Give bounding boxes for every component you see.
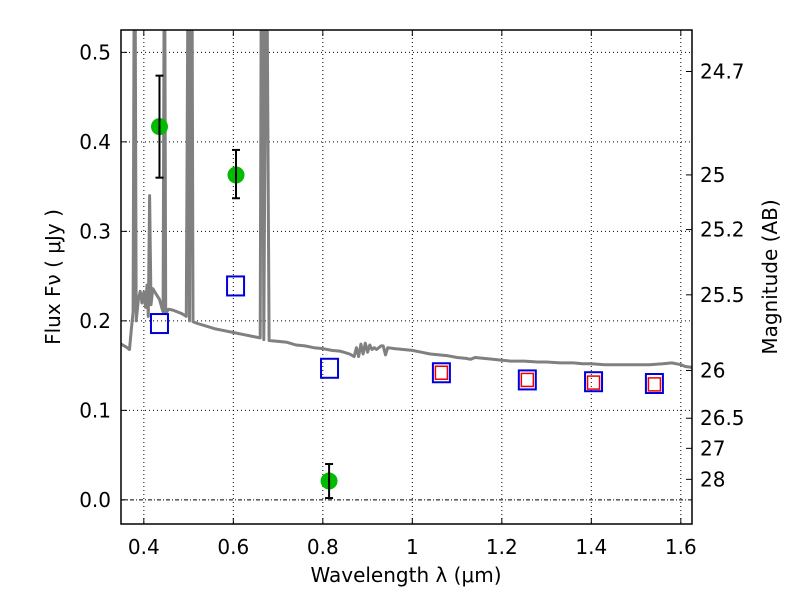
y-tick-label: 0.2 [79,309,111,333]
y2-tick-label: 25 [700,163,725,187]
x-tick-label: 1.4 [575,535,607,559]
x-tick-label: 0.4 [128,535,160,559]
model-flux-square-inner [586,375,601,390]
y2-tick-label: 26 [700,358,725,382]
x-tick-label: 1 [406,535,419,559]
y-tick-label: 0.1 [79,398,111,422]
x-tick-label: 1.2 [486,535,518,559]
model-flux-square [149,313,169,335]
model-spectrum-line [121,30,692,369]
ticks: 0.4 0.6 0.8 1 1.2 1.4 1.6 0.0 0.1 0.2 0.3 0.4 0.5 24.… [79,30,745,559]
model-flux-square [644,372,664,394]
y2-tick-label: 25.2 [700,218,745,242]
model-flux-square [226,275,246,297]
x-tick-label: 0.6 [217,535,249,559]
y-tick-label: 0.4 [79,130,111,154]
model-flux-square [584,371,604,393]
grid [121,30,692,524]
y-axis-label: Flux Fν ( μJy ) [41,209,65,345]
y-tick-label: 0.0 [79,488,111,512]
model-flux-square [320,357,340,379]
model-flux-square-inner [434,365,449,381]
model-flux-square-inner [647,377,662,392]
model-flux-square [431,362,451,384]
x-tick-label: 1.6 [665,535,697,559]
x-tick-label: 0.8 [307,535,339,559]
markers-layer [149,74,664,500]
y2-axis-label: Magnitude (AB) [758,199,782,354]
y2-tick-label: 28 [700,467,725,491]
y-tick-label: 0.3 [79,219,111,243]
y2-tick-label: 26.5 [700,406,745,430]
x-axis-label: Wavelength λ (μm) [310,563,501,587]
model-flux-square [517,369,537,391]
y-tick-label: 0.5 [79,40,111,64]
plot-frame [120,29,693,525]
y2-tick-label: 25.5 [700,283,745,307]
model-flux-square-inner [520,372,535,388]
y2-tick-label: 27 [700,436,725,460]
spectrum-layer [121,30,692,369]
y2-tick-label: 24.7 [700,59,745,83]
